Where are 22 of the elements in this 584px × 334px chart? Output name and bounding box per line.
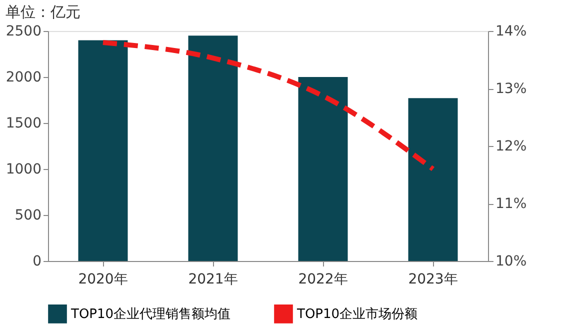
y-tick-label: 2500: [6, 24, 42, 40]
y2-tick-label: 14%: [496, 24, 527, 40]
x-tick-label: 2021年: [188, 272, 238, 288]
bar: [188, 36, 238, 261]
y2-tick-label: 13%: [496, 81, 527, 97]
y-tick-label: 0: [32, 254, 42, 270]
bar: [78, 40, 128, 261]
y-tick-label: 2000: [6, 70, 42, 86]
x-tick-label: 2023年: [408, 272, 458, 288]
x-tick-label: 2020年: [78, 272, 128, 288]
y-axis-title: 单位：亿元: [5, 3, 80, 21]
x-tick-label: 2022年: [298, 272, 348, 288]
legend-label: TOP10企业代理销售额均值: [70, 306, 231, 322]
y2-tick-label: 12%: [496, 138, 527, 154]
legend-label: TOP10企业市场份额: [296, 306, 418, 322]
bar: [298, 77, 348, 261]
bar: [408, 98, 458, 261]
y2-tick-label: 10%: [496, 254, 527, 270]
y-tick-label: 1000: [6, 162, 42, 178]
y-tick-label: 500: [14, 208, 42, 224]
y2-tick-label: 11%: [496, 196, 527, 212]
y-tick-label: 1500: [6, 116, 42, 132]
